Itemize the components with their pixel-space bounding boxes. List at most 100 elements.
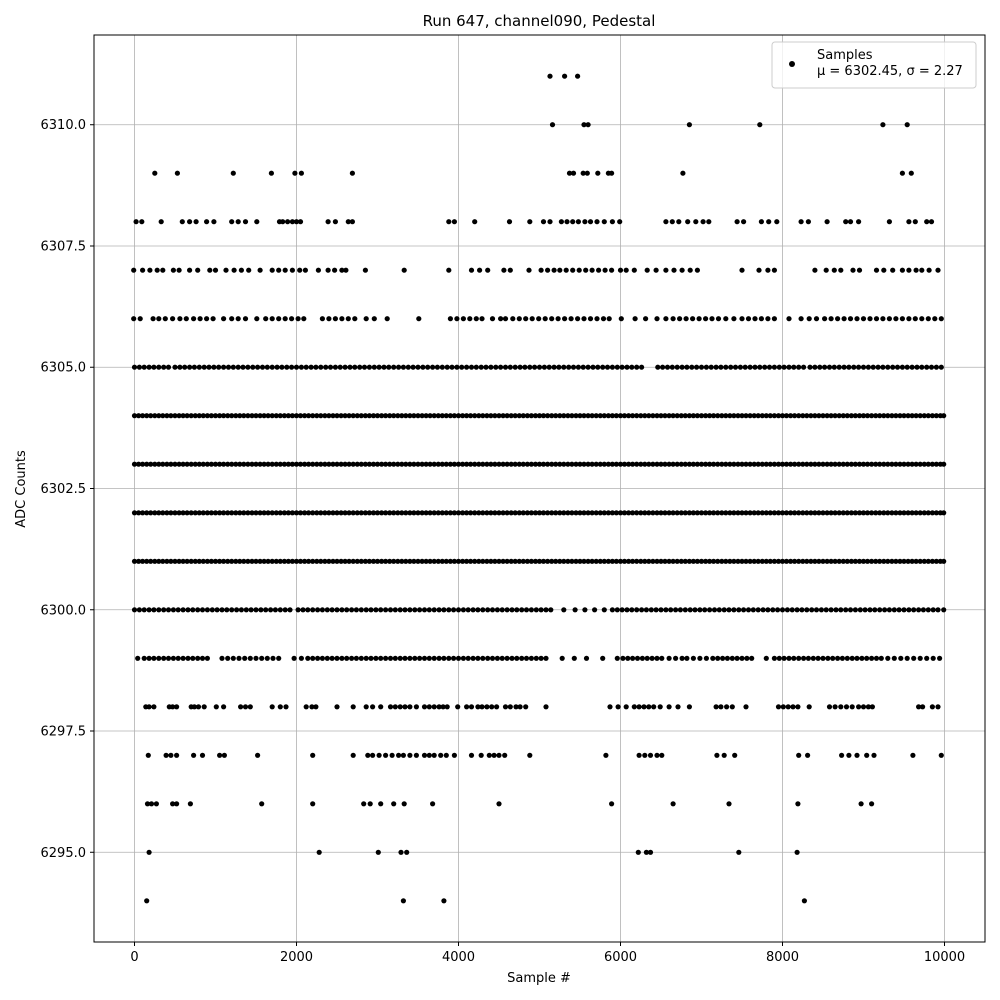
data-point [573,510,579,516]
data-point [204,461,210,467]
data-point [647,752,654,758]
data-point [338,510,344,516]
data-point [257,461,263,467]
data-point [577,413,583,419]
data-point [485,267,491,273]
data-point [620,655,626,661]
data-point [136,364,142,370]
data-point [568,316,574,322]
data-point [241,558,247,564]
data-point [259,801,265,807]
data-point [909,510,915,516]
data-point [846,752,852,758]
data-point [723,510,729,516]
data-point [496,558,502,564]
data-point [941,461,947,467]
data-point [413,704,419,710]
data-point [147,267,153,273]
data-point [472,558,478,564]
data-point [387,655,394,661]
data-point [315,267,321,273]
data-point [570,170,577,176]
data-point [847,219,854,225]
data-point [233,510,239,516]
data-point [671,267,677,273]
data-point [559,655,565,661]
data-point [536,558,543,564]
data-point [686,558,693,564]
data-point [523,655,530,661]
data-point [577,510,583,516]
data-point [514,607,520,613]
data-point [852,510,859,516]
data-point [893,510,899,516]
data-point [357,364,363,370]
data-point [666,413,672,419]
data-point [742,364,748,370]
data-point [723,364,729,370]
data-point [520,558,526,564]
data-point [358,558,364,564]
data-point [703,461,709,467]
data-point [546,364,552,370]
data-point [626,558,632,564]
data-point [924,219,930,225]
data-point [569,413,575,419]
data-point [180,607,186,613]
data-point [877,510,883,516]
data-point [300,607,306,613]
data-point [392,704,398,710]
data-point [604,364,611,370]
data-point [812,558,818,564]
data-point [200,461,206,467]
data-point [366,461,372,467]
data-point [638,558,644,564]
data-point [230,364,236,370]
data-point [649,655,655,661]
data-point [185,655,191,661]
data-point [941,413,947,419]
data-point [840,510,846,516]
data-point [527,752,533,758]
data-point [678,413,684,419]
data-point [265,510,271,516]
data-point [763,413,769,419]
data-point [767,510,773,516]
data-point [643,607,650,613]
data-point [146,849,152,855]
data-point [723,413,729,419]
data-point [696,316,702,322]
data-point [933,510,940,516]
data-point [460,558,466,564]
data-point [847,607,854,613]
data-point [419,461,425,467]
data-point [383,461,389,467]
data-point [864,413,871,419]
data-point [184,413,190,419]
data-point [293,219,300,225]
data-point [496,461,502,467]
data-point [370,461,377,467]
data-point [322,558,328,564]
data-point [363,607,369,613]
data-point [850,267,856,273]
data-point [500,510,506,516]
data-point [353,655,359,661]
data-point [639,607,645,613]
data-point [293,461,300,467]
data-point [297,461,304,467]
data-point [909,413,915,419]
data-point [715,558,721,564]
data-point [323,364,329,370]
data-point [344,607,350,613]
data-point [856,461,863,467]
data-point [686,413,693,419]
data-point [470,655,476,661]
data-point [383,510,389,516]
data-point [617,219,623,225]
data-point [464,704,470,710]
data-point [476,461,482,467]
data-point [342,413,348,419]
data-point [928,219,935,225]
data-point [281,461,287,467]
